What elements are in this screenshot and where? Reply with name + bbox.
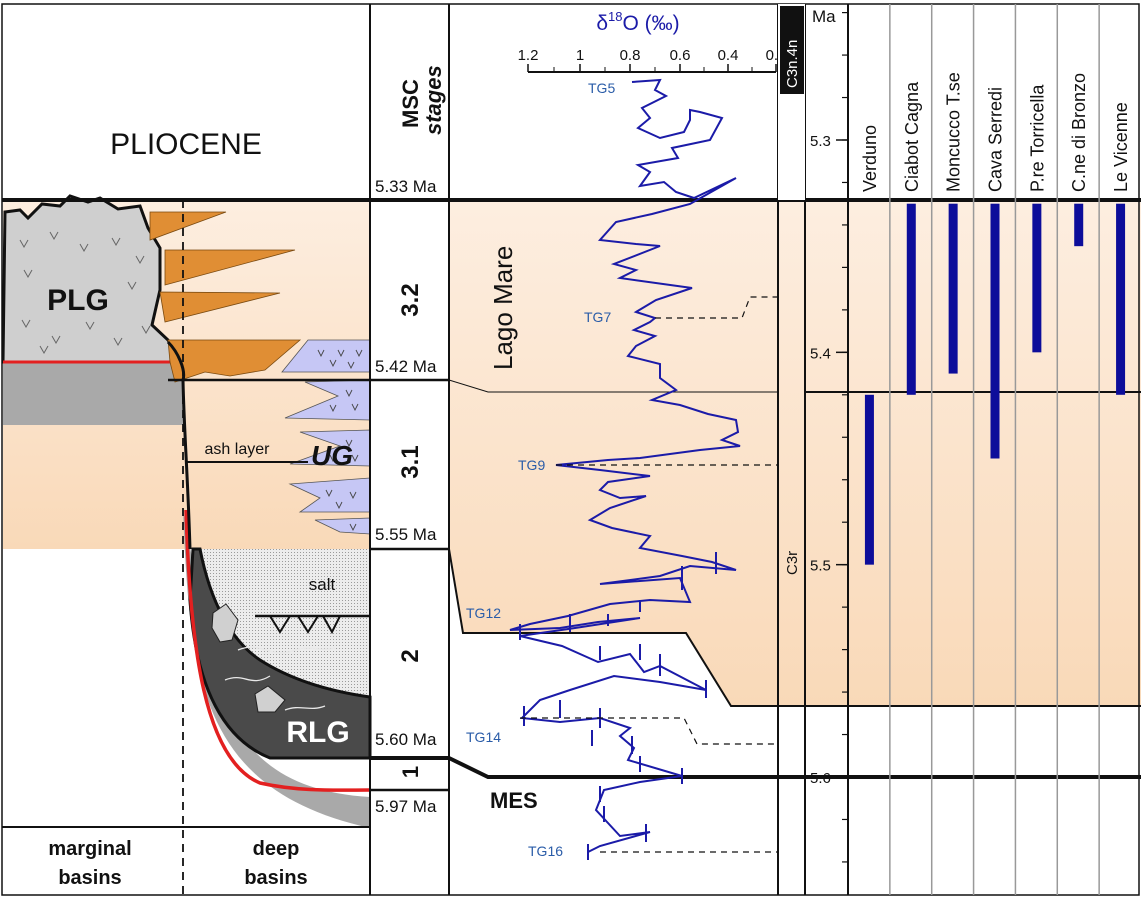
orange-wedge-4: [167, 339, 302, 383]
ash-layer-label: ash layer: [205, 441, 271, 458]
section-name: P.re Torricella: [1027, 84, 1047, 192]
tg-label: TG5: [588, 80, 615, 96]
msc-header: MSC stages: [398, 65, 446, 135]
correlation-3-2: [448, 379, 778, 393]
age-axis-unit: Ma: [812, 7, 836, 26]
section-columns: Verduno Ciabot Cagna Moncucco T.se Cava Ser…: [860, 4, 1131, 895]
stage-top-age: 5.33 Ma: [375, 177, 437, 196]
stage-bottom-age: 5.97 Ma: [375, 797, 437, 816]
rlg-clasts: [211, 603, 286, 713]
correlation-mes: [448, 756, 1141, 779]
section-range-bar: [864, 394, 874, 565]
section-range-bar: [906, 203, 916, 395]
isotope-panel: δ18O (‰) 1.2 1 0.8 0.6 0.4 0.2 TG5TG7TG9TG12T…: [466, 9, 786, 860]
stage-label: 3.2: [397, 283, 424, 316]
section-range-bar: [990, 203, 1000, 459]
section-name: Moncucco T.se: [944, 72, 964, 192]
section-range-bar: [1116, 203, 1126, 395]
rlg-label: RLG: [286, 716, 349, 749]
isotope-tick-label: 0.8: [620, 47, 641, 64]
isotope-axis-ticks: 1.2 1 0.8 0.6 0.4 0.2: [518, 47, 786, 72]
section-name: Le Vicenne: [1111, 102, 1131, 192]
isotope-tick-label: 0.4: [718, 47, 739, 64]
age-tick-label: 5.3: [810, 133, 831, 150]
ug-v-marks: [317, 349, 363, 532]
age-tick-label: 5.6: [810, 770, 831, 787]
orange-wedge-3: [159, 291, 281, 323]
section-name: Cava Serredi: [986, 87, 1006, 192]
orange-wedge-1: [149, 211, 227, 241]
light-gray-deep-fill: [183, 510, 370, 828]
lago-mare-label: Lago Mare: [488, 246, 518, 370]
plg-v-marks: [19, 231, 151, 355]
deep-basins-line2: basins: [244, 867, 307, 889]
stage-label: 2: [397, 649, 424, 662]
salt-teeth: [269, 615, 341, 635]
section-range-bar: [1074, 203, 1084, 247]
tg-dashed-lines: [520, 296, 778, 853]
isotope-tick-label: 0.6: [670, 47, 691, 64]
isotope-tick-label: 1: [576, 47, 584, 64]
ug-wedges: [281, 339, 371, 535]
tg7-dash: [655, 296, 778, 319]
correlation-3-1: [448, 548, 1141, 707]
age-axis: Ma 5.3 5.4 5.5 5.6: [810, 7, 848, 863]
isotope-tick-label: 1.2: [518, 47, 539, 64]
isotope-axis-title: δ18O (‰): [596, 9, 679, 35]
outer-frame: [1, 3, 1140, 896]
stage-label: 1: [398, 766, 423, 778]
section-name: Ciabot Cagna: [902, 81, 922, 192]
tg-labels: TG5 TG7 TG9 TG12 TG14 TG16: [466, 80, 615, 859]
footer-labels: marginal basins deep basins: [48, 838, 307, 889]
age-tick-label: 5.5: [810, 558, 831, 575]
basin-cross-section: PLG UG RL: [1, 194, 372, 897]
plg-label: PLG: [47, 284, 109, 317]
epoch-title: PLIOCENE: [110, 128, 262, 161]
plg-gray-base: [3, 362, 183, 425]
mes-label: MES: [490, 788, 538, 813]
age-tick-label: 5.4: [810, 345, 831, 362]
tg-label: TG16: [528, 843, 563, 859]
mes-red-surface: [184, 509, 371, 792]
section-name: C.ne di Bronzo: [1069, 73, 1089, 192]
stage-label: 3.1: [397, 445, 424, 478]
tg-label: TG7: [584, 309, 611, 325]
msc-stages: 3.2 5.33 Ma 3.1 5.42 Ma 2 5.55 Ma 1 5.60 Ma 5.97…: [375, 177, 437, 816]
marginal-basins-line1: marginal: [48, 838, 131, 860]
section-name: Verduno: [860, 125, 880, 192]
frame: [1, 3, 1141, 896]
salmon-band-right: [449, 200, 1141, 706]
marginal-basins-line2: basins: [58, 867, 121, 889]
section-range-bar: [948, 203, 958, 374]
msc-title: MSC: [398, 79, 423, 128]
magnetostratigraphy: C3n.4n C3r: [778, 4, 805, 575]
rlg-swirls: [224, 646, 336, 711]
section-range-bar: [1032, 203, 1042, 353]
stage-top-age: 5.42 Ma: [375, 357, 437, 376]
deep-basins-line1: deep: [253, 838, 300, 860]
tg14-dash: [520, 717, 778, 745]
chron-c3n4n-black: [780, 6, 804, 94]
msc-subtitle: stages: [421, 65, 446, 135]
salt-label: salt: [309, 575, 336, 594]
stage-top-age: 5.60 Ma: [375, 730, 437, 749]
ug-label: UG: [311, 440, 353, 471]
tg-label: TG14: [466, 729, 501, 745]
orange-wedge-2: [164, 249, 296, 286]
tg-label: TG9: [518, 457, 545, 473]
orange-wedges: [149, 211, 302, 383]
tg-label: TG12: [466, 605, 501, 621]
chron-c3r-label: C3r: [784, 551, 801, 575]
isotope-error-bars: [519, 552, 717, 860]
stage-top-age: 5.55 Ma: [375, 525, 437, 544]
chron-c3n4n-label: C3n.4n: [784, 40, 801, 88]
